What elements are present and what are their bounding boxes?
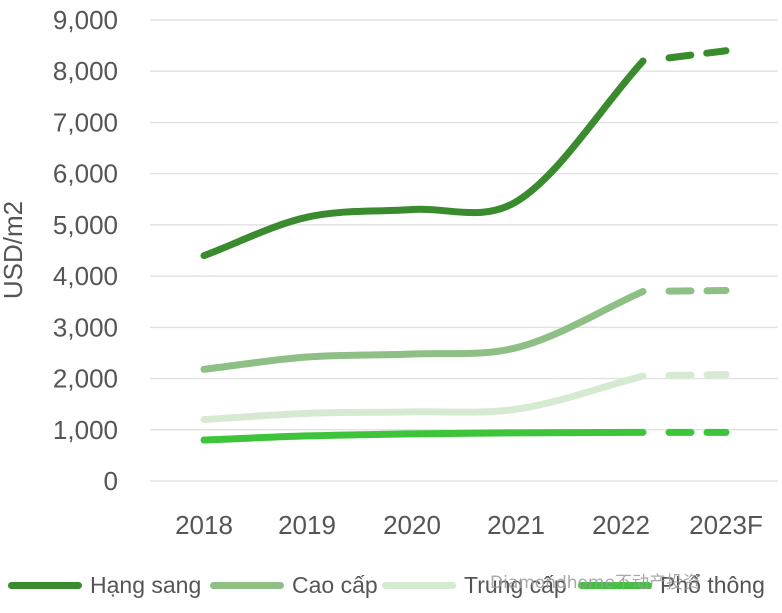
chart-area: 0 1,000 2,000 3,000 4,000 5,000 6,000 7,000 8,00… (0, 5, 778, 540)
series-line (200, 57, 647, 260)
y-tick-label: 3,000 (53, 312, 118, 342)
x-tick-label: 2023F (689, 510, 763, 540)
series-forecast-line (665, 47, 730, 62)
gridlines (150, 19, 778, 482)
y-tick-label: 1,000 (53, 415, 118, 445)
y-tick-label: 9,000 (53, 5, 118, 35)
legend-label: Hạng sang (90, 572, 202, 598)
series-forecast-line (665, 286, 730, 295)
y-axis-ticks: 0 1,000 2,000 3,000 4,000 5,000 6,000 7,000 8,00… (53, 5, 118, 496)
x-tick-label: 2020 (383, 510, 441, 540)
x-tick-label: 2022 (592, 510, 650, 540)
legend-swatch (8, 582, 82, 589)
series-line (200, 372, 647, 424)
series-line (200, 287, 647, 373)
legend-label: Phổ thông (660, 572, 765, 598)
legend-label: Cao cấp (292, 572, 378, 598)
y-axis-label: USD/m2 (0, 201, 28, 299)
legend-swatch (382, 582, 456, 589)
legend-item-hang-sang: Hạng sang (8, 572, 201, 599)
x-tick-label: 2021 (487, 510, 545, 540)
y-tick-label: 5,000 (53, 210, 118, 240)
legend-item-trung-cap: Trung cấp (382, 572, 567, 599)
y-tick-label: 7,000 (53, 107, 118, 137)
legend: Hạng sang Cao cấp Trung cấp Phổ thông (0, 568, 782, 608)
series-lines (200, 47, 730, 444)
y-tick-label: 4,000 (53, 261, 118, 291)
x-tick-label: 2019 (278, 510, 336, 540)
legend-item-pho-thong: Phổ thông (578, 572, 765, 599)
watermark: Diamondhome不动产投资 (490, 573, 700, 593)
y-tick-label: 2,000 (53, 364, 118, 394)
y-tick-label: 6,000 (53, 159, 118, 189)
legend-swatch (210, 582, 284, 589)
legend-label: Trung cấp (464, 572, 567, 598)
x-tick-label: 2018 (175, 510, 233, 540)
legend-item-cao-cap: Cao cấp (210, 572, 378, 599)
legend-swatch (578, 582, 652, 589)
series-forecast-line (665, 370, 730, 380)
x-axis-ticks: 2018 2019 2020 2021 2022 2023F (175, 510, 763, 540)
y-tick-label: 0 (104, 466, 118, 496)
series-line (200, 428, 647, 444)
y-tick-label: 8,000 (53, 56, 118, 86)
